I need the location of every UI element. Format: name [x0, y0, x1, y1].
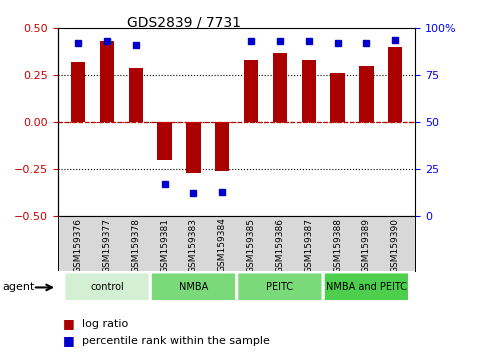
Text: GSM159389: GSM159389 [362, 218, 371, 273]
Bar [128, 68, 143, 122]
Text: PEITC: PEITC [267, 282, 293, 292]
FancyBboxPatch shape [324, 273, 409, 301]
Text: GSM159377: GSM159377 [102, 218, 112, 273]
Bar [359, 66, 373, 122]
Text: agent: agent [2, 282, 35, 292]
Text: GSM159383: GSM159383 [189, 218, 198, 273]
FancyBboxPatch shape [64, 273, 150, 301]
Text: GSM159385: GSM159385 [247, 218, 256, 273]
FancyBboxPatch shape [151, 273, 236, 301]
Text: GSM159386: GSM159386 [275, 218, 284, 273]
Text: log ratio: log ratio [82, 319, 128, 329]
Text: GSM159384: GSM159384 [218, 218, 227, 273]
Bar [244, 60, 258, 122]
Text: GSM159388: GSM159388 [333, 218, 342, 273]
Text: ■: ■ [63, 318, 74, 330]
Bar [71, 62, 85, 122]
Text: control: control [90, 282, 124, 292]
Bar [301, 60, 316, 122]
Text: GSM159378: GSM159378 [131, 218, 140, 273]
Bar [157, 122, 172, 160]
Text: NMBA: NMBA [179, 282, 208, 292]
Text: GSM159376: GSM159376 [73, 218, 83, 273]
Text: percentile rank within the sample: percentile rank within the sample [82, 336, 270, 346]
Bar [100, 41, 114, 122]
Bar [186, 122, 200, 173]
Bar [330, 73, 345, 122]
Text: GSM159381: GSM159381 [160, 218, 169, 273]
Text: GSM159387: GSM159387 [304, 218, 313, 273]
Bar [273, 53, 287, 122]
Bar [215, 122, 229, 171]
FancyBboxPatch shape [237, 273, 323, 301]
Text: GDS2839 / 7731: GDS2839 / 7731 [127, 16, 241, 30]
Text: GSM159390: GSM159390 [391, 218, 400, 273]
Text: ■: ■ [63, 334, 74, 347]
Bar [388, 47, 402, 122]
Text: NMBA and PEITC: NMBA and PEITC [326, 282, 407, 292]
